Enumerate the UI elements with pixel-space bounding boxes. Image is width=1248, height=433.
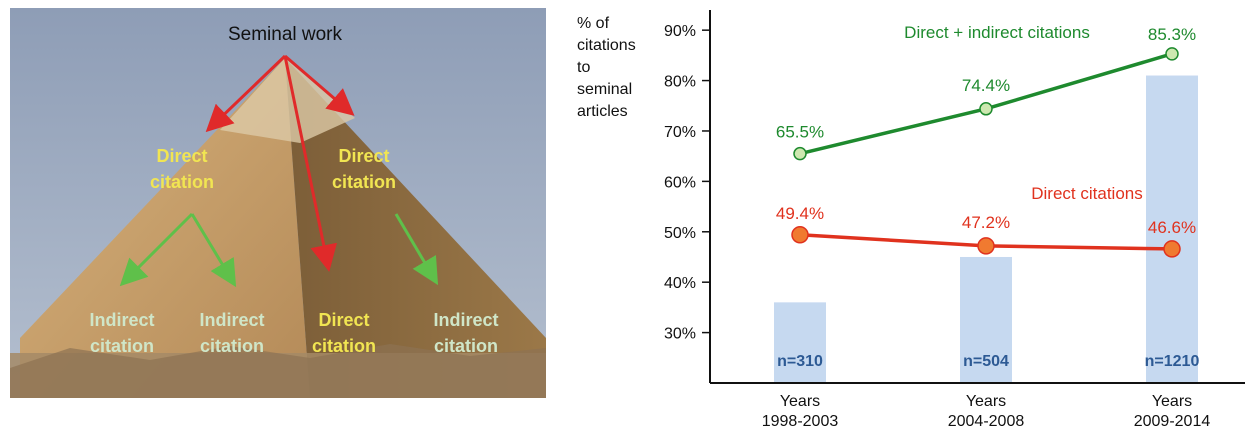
pyramid-left-face bbox=[20, 58, 310, 398]
bottom-label-4-line2: citation bbox=[434, 336, 498, 356]
series-name-direct: Direct citations bbox=[1031, 184, 1142, 203]
arrow-seminal-to-bottom-direct bbox=[283, 55, 338, 272]
y-tick-label: 60% bbox=[664, 174, 696, 191]
bottom-label-4-line1: Indirect bbox=[433, 310, 498, 330]
x-tick-label-line1: Years bbox=[780, 393, 820, 410]
series-value-label: 65.5% bbox=[776, 123, 824, 142]
bar bbox=[960, 256, 1012, 383]
series-point bbox=[979, 102, 993, 116]
bar bbox=[1146, 75, 1198, 383]
bar-n-label: n=310 bbox=[777, 353, 823, 370]
x-tick-label-line1: Years bbox=[1152, 393, 1192, 410]
series-value-label: 46.6% bbox=[1148, 218, 1196, 237]
arrow-left-direct-to-indirect-2 bbox=[190, 213, 237, 288]
ground-rubble bbox=[10, 344, 546, 398]
series-value-label: 47.2% bbox=[962, 213, 1010, 232]
pyramid-diagram: Seminal work Direct citation Direct cita… bbox=[10, 8, 546, 398]
ylabel-line: articles bbox=[577, 103, 628, 120]
x-tick-label-line2: 2004-2008 bbox=[948, 413, 1025, 430]
x-tick-label-line1: Years bbox=[966, 393, 1006, 410]
y-axis-title: % of citations to seminal articles bbox=[577, 15, 636, 120]
arrow-seminal-to-left-direct bbox=[205, 54, 287, 133]
x-tick-label-line2: 2009-2014 bbox=[1134, 413, 1211, 430]
direct-citation-right-line2: citation bbox=[332, 172, 396, 192]
bottom-label-3-line1: Direct bbox=[318, 310, 369, 330]
y-tick-label: 40% bbox=[664, 275, 696, 292]
series-name-labels: Direct + indirect citations Direct citat… bbox=[904, 23, 1143, 203]
ylabel-line: to bbox=[577, 59, 590, 76]
arrow-right-direct-to-indirect bbox=[394, 213, 439, 286]
ylabel-line: citations bbox=[577, 37, 636, 54]
pyramid-cap bbox=[220, 58, 355, 143]
bottom-label-2-line1: Indirect bbox=[199, 310, 264, 330]
bar bbox=[774, 302, 826, 383]
x-ticks: Years 1998-2003 Years 2004-2008 Years 2009-20… bbox=[762, 393, 1211, 430]
series-point bbox=[1165, 47, 1179, 61]
x-tick-label-line2: 1998-2003 bbox=[762, 413, 839, 430]
bottom-label-1-line2: citation bbox=[90, 336, 154, 356]
bar-n-label: n=1210 bbox=[1145, 353, 1200, 370]
series-point bbox=[791, 226, 809, 244]
series-value-label: 49.4% bbox=[776, 204, 824, 223]
axes bbox=[709, 10, 1245, 384]
y-ticks: 90% 80% 70% 60% 50% 40% 30% bbox=[664, 23, 710, 343]
direct-citation-left-line2: citation bbox=[150, 172, 214, 192]
y-tick-label: 90% bbox=[664, 23, 696, 40]
series-point bbox=[1163, 240, 1181, 258]
series-lines: 65.5% 74.4% 85.3% 49.4% 47.2% 46.6% bbox=[776, 25, 1196, 258]
series-value-label: 85.3% bbox=[1148, 25, 1196, 44]
direct-citation-left-line1: Direct bbox=[156, 146, 207, 166]
bar-n-label: n=504 bbox=[963, 353, 1009, 370]
direct-citation-right-line1: Direct bbox=[338, 146, 389, 166]
ylabel-line: seminal bbox=[577, 81, 632, 98]
y-tick-label: 30% bbox=[664, 326, 696, 343]
y-tick-label: 50% bbox=[664, 225, 696, 242]
pyramid-illustration: Seminal work Direct citation Direct cita… bbox=[10, 8, 546, 398]
citation-chart: % of citations to seminal articles n=310 n=50… bbox=[577, 10, 1245, 430]
bottom-label-1-line1: Indirect bbox=[89, 310, 154, 330]
bottom-label-3-line2: citation bbox=[312, 336, 376, 356]
y-tick-label: 70% bbox=[664, 124, 696, 141]
arrow-seminal-to-right-direct bbox=[284, 54, 355, 116]
seminal-work-label: Seminal work bbox=[228, 24, 343, 45]
series-value-label: 74.4% bbox=[962, 76, 1010, 95]
ylabel-line: % of bbox=[577, 15, 610, 32]
series-name-direct-indirect: Direct + indirect citations bbox=[904, 23, 1090, 42]
arrow-left-direct-to-indirect-1 bbox=[119, 212, 194, 287]
series-point bbox=[793, 146, 807, 161]
bar-group: n=310 n=504 n=1210 bbox=[774, 75, 1200, 383]
pyramid-right-face bbox=[285, 58, 546, 398]
bottom-label-2-line2: citation bbox=[200, 336, 264, 356]
series-point bbox=[977, 237, 995, 255]
y-tick-label: 80% bbox=[664, 74, 696, 91]
